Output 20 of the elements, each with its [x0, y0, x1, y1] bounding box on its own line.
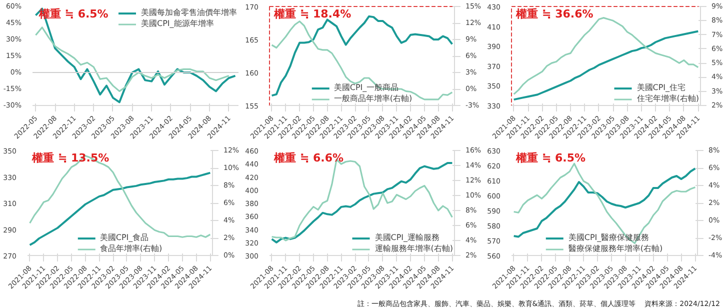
- line-series: [28, 172, 212, 246]
- legend-label: 運輸服務年增率(右軸): [374, 243, 453, 254]
- chart-title: 權重 ≒ 6.5%: [515, 152, 586, 164]
- legend-label: 美國CPI_能源年增率: [141, 18, 214, 29]
- line-series: [513, 17, 699, 95]
- line-series: [512, 30, 700, 101]
- legend-label: 美國CPI_食品: [100, 232, 149, 243]
- legend-label: 美國CPI_住宅: [636, 82, 686, 93]
- legend-label: 一般商品年增率(右軸): [334, 93, 412, 104]
- legend-label: 美國CPI_運輸服務: [374, 232, 440, 243]
- chart-title: 權重 ≒ 6.6%: [273, 152, 344, 164]
- line-series: [34, 26, 230, 92]
- legend-label: 住宅年增率(右軸): [636, 93, 699, 104]
- legend-label: 食品年增率(右軸): [100, 243, 162, 254]
- legend-label: 美國每加侖零售油價年增率: [141, 7, 237, 18]
- chart-title: 權重 ≒ 36.6%: [515, 8, 594, 20]
- chart-title: 權重 ≒ 13.5%: [31, 152, 110, 164]
- chart-title: 權重 ≒ 18.4%: [273, 8, 352, 20]
- line-series: [34, 8, 236, 104]
- legend-label: 醫療保健服務年增率(右軸): [568, 243, 663, 254]
